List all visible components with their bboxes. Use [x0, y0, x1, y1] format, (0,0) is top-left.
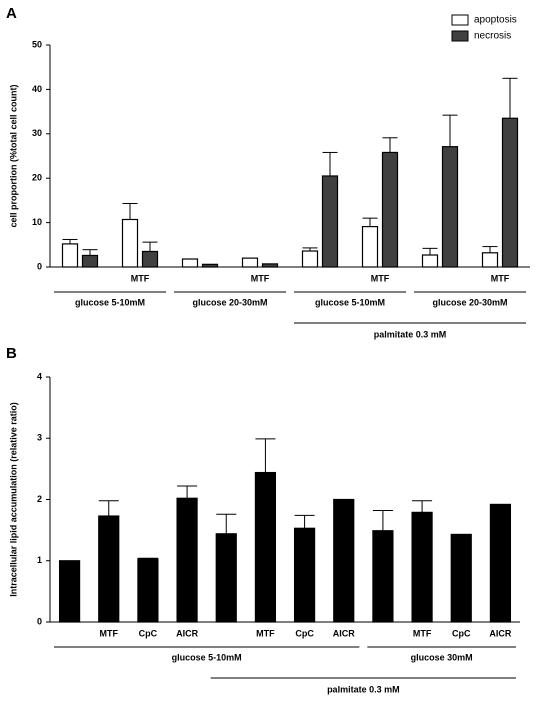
bar	[333, 498, 355, 623]
bar	[81, 254, 99, 268]
bar	[98, 515, 120, 623]
x-tick-label: MTF	[251, 273, 270, 283]
legend-label: apoptosis	[474, 15, 517, 26]
group-label: glucose 30mM	[411, 652, 473, 662]
bar	[301, 250, 319, 268]
bar	[411, 511, 433, 623]
panel-label: A	[6, 5, 17, 22]
bar	[61, 243, 79, 268]
bar	[501, 117, 519, 268]
bar	[181, 258, 199, 268]
bar	[137, 558, 159, 623]
bar	[321, 175, 339, 268]
bar	[261, 263, 279, 268]
bar	[481, 252, 499, 268]
group-label: glucose 20-30mM	[432, 297, 507, 307]
y-axis-label: cell proportion (%total cell count)	[8, 84, 18, 227]
bar	[372, 530, 394, 623]
legend-swatch	[451, 30, 469, 42]
bar	[441, 146, 459, 268]
bar	[361, 225, 379, 268]
bar	[381, 151, 399, 268]
bar	[421, 254, 439, 268]
y-tick-label: 40	[32, 84, 42, 94]
panel-label: B	[6, 345, 17, 362]
x-tick-label: MTF	[100, 628, 119, 638]
outer-label: palmitate 0.3 mM	[327, 684, 400, 694]
bar	[254, 471, 277, 623]
bar	[121, 218, 139, 268]
y-tick-label: 20	[32, 173, 42, 183]
x-tick-label: AICR	[176, 628, 198, 638]
x-tick-label: MTF	[371, 273, 390, 283]
y-tick-label: 4	[37, 371, 42, 381]
group-label: glucose 5-10mM	[75, 297, 145, 307]
y-tick-label: 1	[37, 555, 42, 565]
bar	[450, 533, 472, 623]
outer-label: palmitate 0.3 mM	[374, 329, 447, 339]
y-tick-label: 2	[37, 494, 42, 504]
x-tick-label: MTF	[256, 628, 275, 638]
bar	[58, 560, 81, 623]
bar	[201, 263, 219, 268]
bar	[489, 503, 512, 623]
x-tick-label: MTF	[413, 628, 432, 638]
y-tick-label: 50	[32, 39, 42, 49]
x-tick-label: AICR	[333, 628, 355, 638]
bar	[215, 533, 237, 623]
x-tick-label: MTF	[491, 273, 510, 283]
x-tick-label: MTF	[131, 273, 150, 283]
legend-label: necrosis	[474, 31, 511, 42]
x-tick-label: CpC	[139, 628, 158, 638]
bar	[293, 527, 316, 623]
legend-swatch	[451, 14, 469, 26]
bar	[176, 497, 198, 623]
y-axis-label: Intracellular lipid accumulation (relati…	[8, 402, 18, 597]
x-tick-label: CpC	[295, 628, 314, 638]
group-label: glucose 5-10mM	[315, 297, 385, 307]
x-tick-label: AICR	[489, 628, 511, 638]
bar	[141, 250, 159, 268]
y-tick-label: 0	[37, 616, 42, 626]
y-tick-label: 30	[32, 128, 42, 138]
y-tick-label: 0	[37, 261, 42, 271]
y-tick-label: 10	[32, 217, 42, 227]
y-tick-label: 3	[37, 433, 42, 443]
bar	[241, 257, 259, 268]
x-tick-label: CpC	[452, 628, 471, 638]
group-label: glucose 20-30mM	[192, 297, 267, 307]
group-label: glucose 5-10mM	[172, 652, 242, 662]
